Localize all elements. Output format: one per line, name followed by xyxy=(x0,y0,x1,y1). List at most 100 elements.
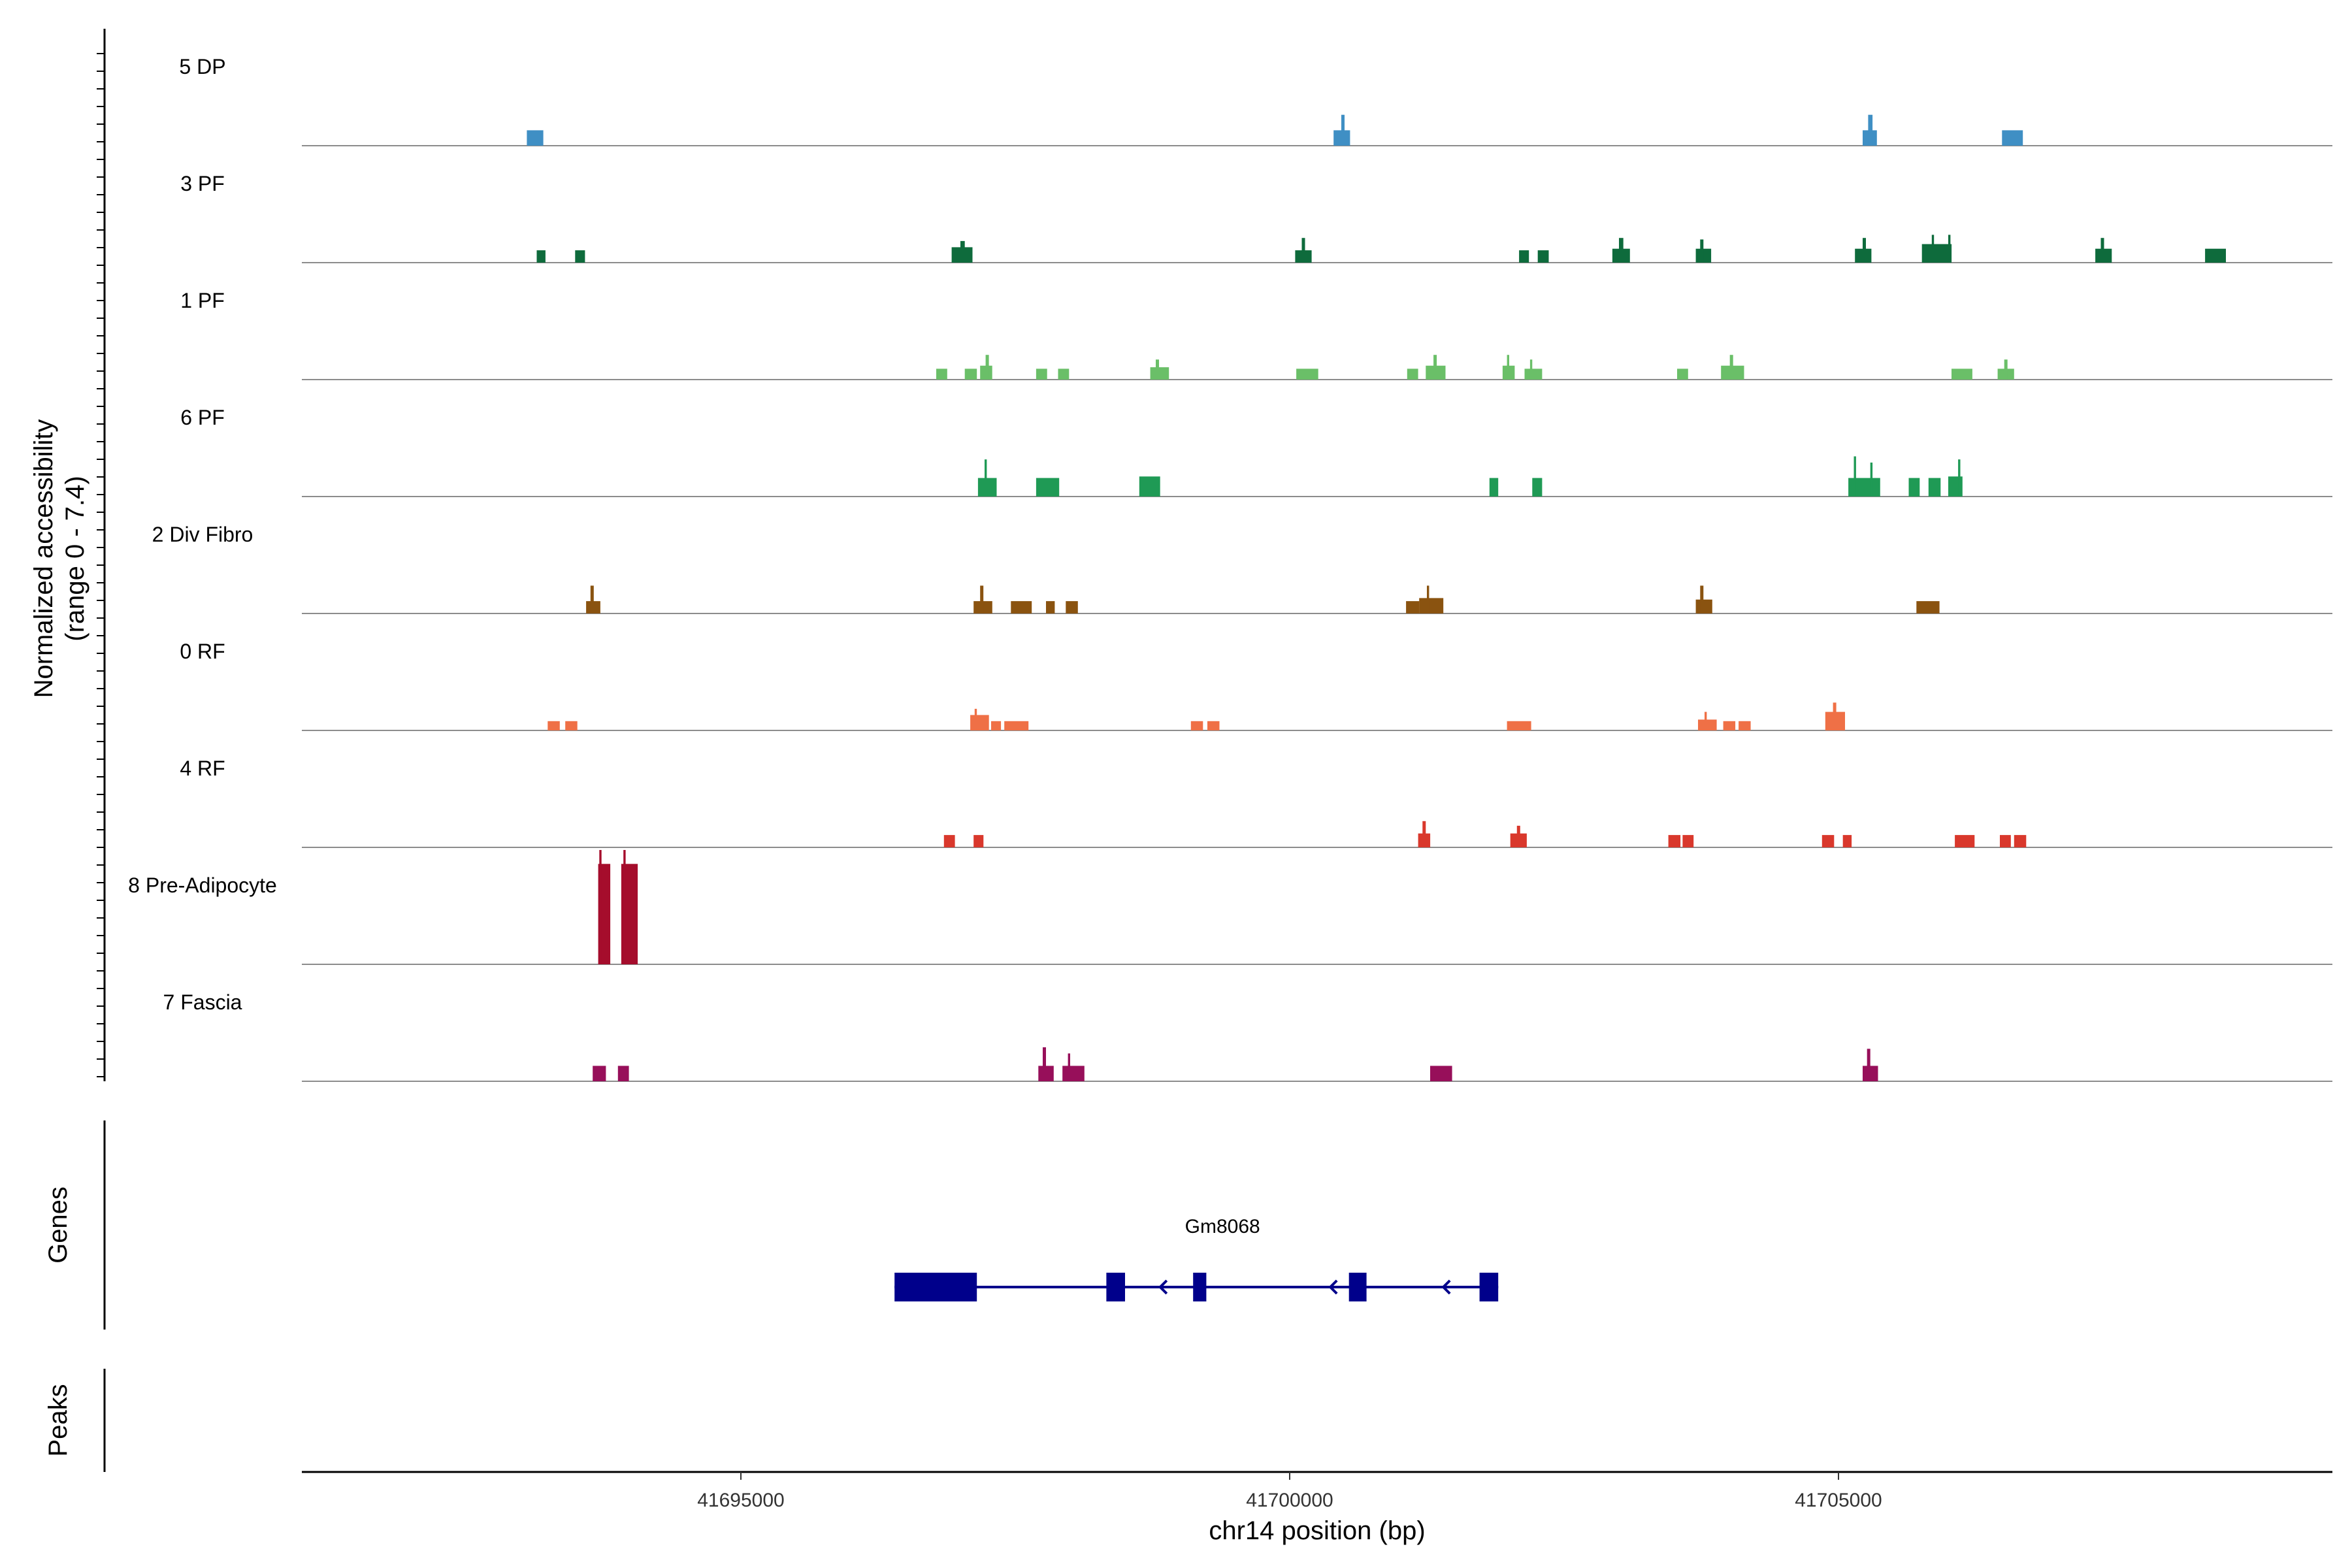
peak-bar xyxy=(565,721,578,730)
peak-bar xyxy=(1682,835,1694,847)
peak-bar xyxy=(991,721,1002,730)
peak-bar xyxy=(974,708,977,730)
peak-bar xyxy=(1695,248,1712,263)
gene-exon xyxy=(1348,1273,1367,1301)
peak-bar xyxy=(1430,1066,1452,1081)
peak-bar xyxy=(970,715,989,730)
track-label: 2 Div Fibro xyxy=(152,523,253,546)
gene-strand-arrow xyxy=(1158,1279,1168,1295)
track-5-dp: 5 DP xyxy=(179,55,2332,146)
peak-bar xyxy=(1867,1049,1870,1081)
peak-bar xyxy=(1507,355,1509,380)
peak-bar xyxy=(1066,601,1078,613)
peak-bar xyxy=(1036,368,1047,380)
peak-bar xyxy=(1705,711,1707,730)
peak-bar xyxy=(575,250,585,263)
peak-bar xyxy=(1854,456,1856,497)
xaxis-tick-label: 41705000 xyxy=(1795,1490,1882,1511)
peak-bar xyxy=(1916,601,1940,613)
coverage-tracks: 5 DP 3 PF 1 PF 6 PF 2 Div Fibro 0 RF 4 RF 8 Pre… xyxy=(128,55,2332,1082)
peak-bar xyxy=(2004,359,2008,380)
peak-bar xyxy=(1207,721,1220,730)
peak-bar xyxy=(1958,459,1961,497)
peak-bar xyxy=(1619,238,1624,263)
peak-bar xyxy=(1043,1047,1046,1081)
peak-bar xyxy=(1842,835,1852,847)
peak-bar xyxy=(599,850,602,964)
peak-bar xyxy=(623,850,626,964)
peak-bar xyxy=(1046,601,1055,613)
peak-bar xyxy=(985,459,987,497)
xaxis-title: chr14 position (bp) xyxy=(1209,1516,1425,1545)
peak-bar xyxy=(1407,368,1418,380)
yaxis-title-line2: (range 0 - 7.4) xyxy=(61,476,90,641)
peak-bar xyxy=(1948,476,1963,497)
peak-bar xyxy=(1848,478,1880,497)
peak-bar xyxy=(1427,585,1429,613)
track-7-fascia: 7 Fascia xyxy=(163,990,2332,1082)
peak-bar xyxy=(1341,114,1345,146)
peak-bar xyxy=(1729,355,1733,380)
peak-bar xyxy=(1529,359,1533,380)
peak-bar xyxy=(1821,835,1835,847)
peak-bar xyxy=(977,478,997,497)
peak-bar xyxy=(1516,825,1520,847)
track-label: 5 DP xyxy=(179,55,225,78)
track-label: 8 Pre-Adipocyte xyxy=(128,874,277,897)
peak-bar xyxy=(1532,478,1543,497)
peak-bar xyxy=(1190,721,1203,730)
track-1-pf: 1 PF xyxy=(180,289,2332,380)
peak-bar xyxy=(1433,355,1437,380)
peak-bar xyxy=(943,835,955,847)
peak-bar xyxy=(980,585,984,613)
peak-bar xyxy=(1868,114,1873,146)
peak-bar xyxy=(1863,238,1866,263)
peak-bar xyxy=(2014,835,2027,847)
gene-strand-arrow xyxy=(955,1279,965,1295)
peak-bar xyxy=(964,368,977,380)
peak-bar xyxy=(1301,238,1305,263)
peak-bar xyxy=(1948,235,1951,263)
peak-bar xyxy=(1489,478,1499,497)
track-label: 0 RF xyxy=(180,640,225,663)
peak-bar xyxy=(1921,244,1952,263)
track-label: 7 Fascia xyxy=(163,990,242,1014)
peak-bar xyxy=(1011,601,1032,613)
peak-bar xyxy=(593,1066,606,1081)
peak-bar xyxy=(1870,463,1873,497)
peak-bar xyxy=(1668,835,1681,847)
peak-bar xyxy=(936,368,947,380)
peak-bar xyxy=(547,721,560,730)
peak-bar xyxy=(1139,476,1160,497)
peak-bar xyxy=(1058,368,1070,380)
peak-bar xyxy=(1739,721,1751,730)
peak-bar xyxy=(1928,478,1941,497)
peak-bar xyxy=(1156,359,1159,380)
peak-bar xyxy=(1038,1066,1054,1081)
peak-bar xyxy=(1519,250,1529,263)
track-2-div-fibro: 2 Div Fibro xyxy=(152,523,2332,614)
peak-bar xyxy=(527,130,544,146)
peak-bar xyxy=(1150,367,1169,380)
peak-bar xyxy=(1422,821,1426,847)
gene-strand-arrow xyxy=(1441,1279,1451,1295)
gene-exon xyxy=(1106,1273,1125,1301)
track-4-rf: 4 RF xyxy=(180,757,2332,848)
peak-bar xyxy=(1507,721,1531,730)
peak-bar xyxy=(1698,719,1717,730)
peak-bar xyxy=(1677,368,1688,380)
track-6-pf: 6 PF xyxy=(180,406,2332,497)
peak-bar xyxy=(1537,250,1549,263)
peak-bar xyxy=(1723,721,1736,730)
gene-label: Gm8068 xyxy=(1185,1216,1260,1237)
coverage-yaxis-ticks xyxy=(97,53,105,1077)
peak-bar xyxy=(1955,835,1975,847)
peak-bar xyxy=(536,250,546,263)
xaxis-tick-label: 41700000 xyxy=(1246,1490,1333,1511)
gene-exon xyxy=(894,1273,977,1301)
peak-bar xyxy=(2000,835,2011,847)
peak-bar xyxy=(2100,238,2104,263)
track-label: 1 PF xyxy=(180,289,225,312)
peak-bar xyxy=(1700,585,1704,613)
